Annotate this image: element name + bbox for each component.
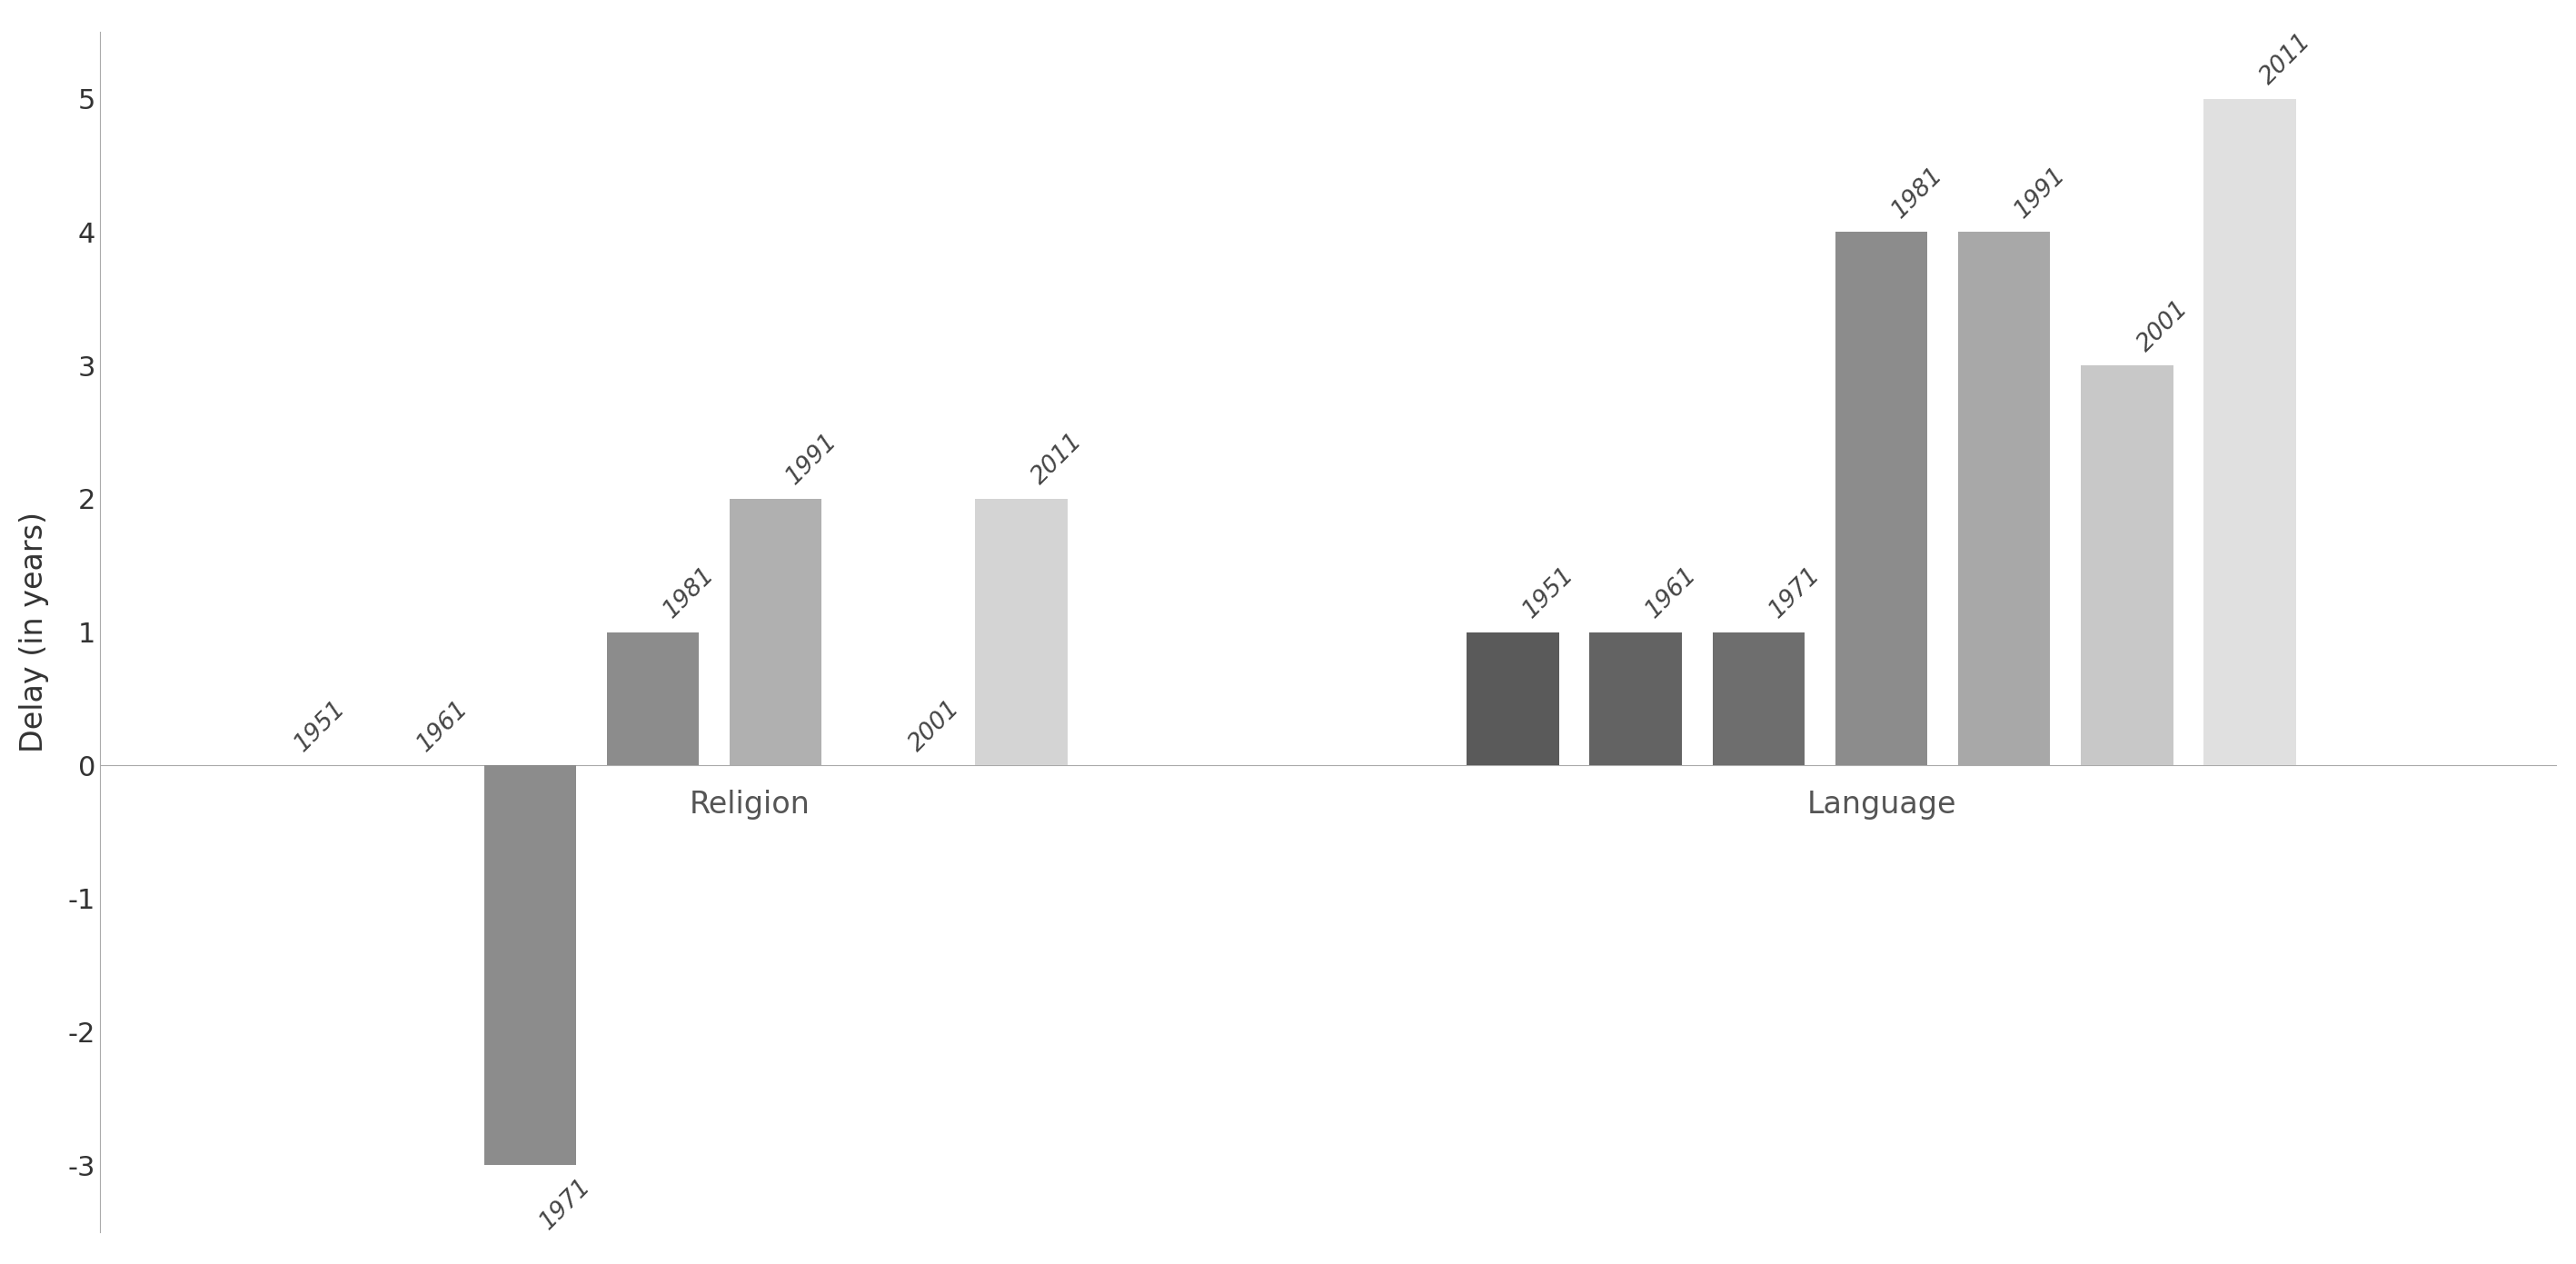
Text: 2001: 2001	[2133, 296, 2192, 356]
Bar	[729, 499, 822, 765]
Bar	[2081, 365, 2174, 765]
Text: 1951: 1951	[291, 696, 350, 756]
Bar	[1958, 233, 2050, 765]
Bar	[484, 765, 577, 1165]
Text: 1971: 1971	[1765, 562, 1824, 623]
Bar	[1466, 632, 1558, 765]
Bar	[976, 499, 1066, 765]
Text: 1981: 1981	[1888, 163, 1947, 222]
Bar	[2205, 99, 2295, 765]
Bar	[1834, 233, 1927, 765]
Text: Religion: Religion	[690, 789, 811, 819]
Text: 2011: 2011	[2257, 30, 2316, 90]
Text: 1981: 1981	[659, 562, 719, 623]
Text: Language: Language	[1806, 789, 1955, 819]
Bar	[1713, 632, 1806, 765]
Y-axis label: Delay (in years): Delay (in years)	[18, 512, 49, 752]
Bar	[1589, 632, 1682, 765]
Bar	[608, 632, 698, 765]
Text: 1951: 1951	[1520, 562, 1579, 623]
Text: 2011: 2011	[1028, 430, 1087, 489]
Text: 1961: 1961	[412, 696, 474, 756]
Text: 1961: 1961	[1641, 562, 1703, 623]
Text: 2001: 2001	[904, 696, 963, 756]
Text: 1991: 1991	[2009, 163, 2071, 222]
Text: 1991: 1991	[783, 430, 842, 489]
Text: 1971: 1971	[536, 1174, 595, 1234]
